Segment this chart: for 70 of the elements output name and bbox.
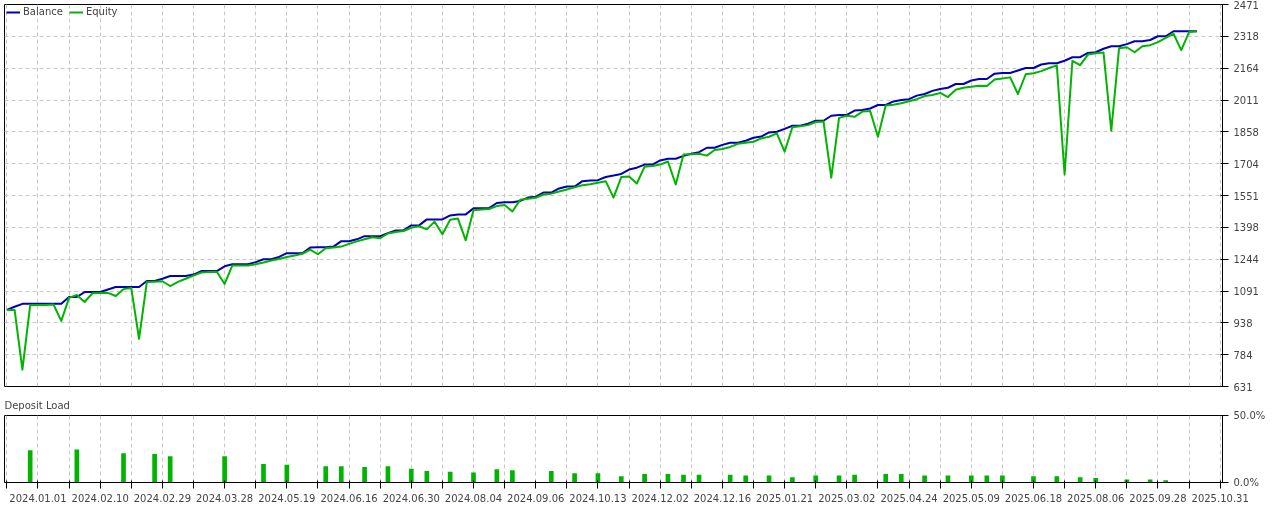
y-tick-label: 2318 bbox=[1233, 31, 1259, 43]
chart-title: Deposit Load bbox=[4, 399, 70, 411]
bar bbox=[618, 476, 624, 483]
bar bbox=[338, 466, 344, 483]
bar bbox=[510, 470, 515, 483]
x-tick-label: 2024.12.02 bbox=[631, 492, 689, 504]
x-tick-label: 2025.01.21 bbox=[755, 492, 814, 504]
y-tick-label: 1858 bbox=[1233, 126, 1259, 138]
bar bbox=[408, 468, 414, 483]
y-tick-label: 1244 bbox=[1233, 254, 1259, 266]
y-tick-label: 2164 bbox=[1233, 63, 1259, 75]
bar bbox=[222, 456, 227, 483]
y-tick-label: 1704 bbox=[1233, 158, 1259, 170]
y-tick-label: 1398 bbox=[1233, 222, 1259, 234]
x-tick-label: 2024.09.06 bbox=[507, 492, 565, 504]
bar bbox=[1077, 477, 1083, 483]
bar bbox=[852, 474, 857, 483]
line-series bbox=[5, 30, 1198, 371]
x-tick-label: 2024.06.16 bbox=[320, 492, 378, 504]
y-tick-label: 631 bbox=[1233, 381, 1253, 393]
bar bbox=[642, 474, 647, 483]
bar bbox=[447, 471, 453, 483]
legend-label: Balance bbox=[23, 6, 63, 17]
x-tick-label: 2025.05.09 bbox=[942, 492, 1000, 504]
x-tick-label: 2024.01.01 bbox=[9, 492, 67, 504]
bar bbox=[471, 472, 476, 483]
bar bbox=[572, 473, 577, 483]
y-tick-label: 2471 bbox=[1233, 0, 1259, 11]
bar bbox=[548, 470, 554, 483]
bar bbox=[883, 474, 889, 483]
x-tick-label: 2025.10.31 bbox=[1191, 492, 1249, 504]
y-tick-label: 50.0% bbox=[1233, 410, 1266, 421]
bar bbox=[743, 475, 749, 483]
bar bbox=[1163, 480, 1169, 483]
x-tick-label: 2024.10.13 bbox=[569, 492, 627, 504]
bar bbox=[362, 467, 367, 483]
x-tick-label: 2024.05.19 bbox=[258, 492, 316, 504]
y-tick-label: 0.0% bbox=[1233, 477, 1259, 488]
bar bbox=[922, 475, 927, 483]
x-tick-label: 2024.03.28 bbox=[195, 492, 254, 504]
x-tick-label: 2024.12.16 bbox=[693, 492, 752, 504]
bar bbox=[1031, 476, 1036, 483]
x-tick-label: 2025.09.28 bbox=[1129, 492, 1187, 504]
line-series bbox=[5, 30, 1198, 311]
bar bbox=[167, 456, 173, 483]
bar bbox=[681, 474, 686, 483]
bar bbox=[121, 453, 126, 483]
x-tick-label: 2024.06.30 bbox=[382, 492, 440, 504]
y-tick-label: 784 bbox=[1233, 349, 1253, 361]
bar bbox=[790, 477, 795, 483]
bar bbox=[898, 474, 904, 483]
y-tick-label: 1091 bbox=[1233, 286, 1259, 297]
x-tick-label: 2024.08.04 bbox=[444, 492, 503, 504]
bar bbox=[727, 474, 733, 483]
y-tick-label: 2011 bbox=[1233, 95, 1259, 106]
x-tick-label: 2024.02.10 bbox=[71, 492, 129, 504]
bar bbox=[152, 453, 157, 483]
x-tick-label: 2025.08.06 bbox=[1067, 492, 1125, 504]
x-tick-label: 2024.02.29 bbox=[133, 492, 192, 504]
x-tick-label: 2025.03.02 bbox=[818, 492, 876, 504]
bar bbox=[323, 466, 329, 483]
bar bbox=[27, 450, 33, 483]
bar bbox=[261, 464, 266, 483]
bar bbox=[1093, 477, 1099, 483]
x-tick-label: 2025.04.24 bbox=[880, 492, 938, 504]
x-tick-label: 2025.06.18 bbox=[1004, 492, 1063, 504]
y-tick-label: 938 bbox=[1233, 317, 1253, 329]
bar bbox=[1147, 479, 1153, 483]
legend-label: Equity bbox=[85, 6, 118, 17]
y-tick-label: 1551 bbox=[1233, 190, 1259, 202]
